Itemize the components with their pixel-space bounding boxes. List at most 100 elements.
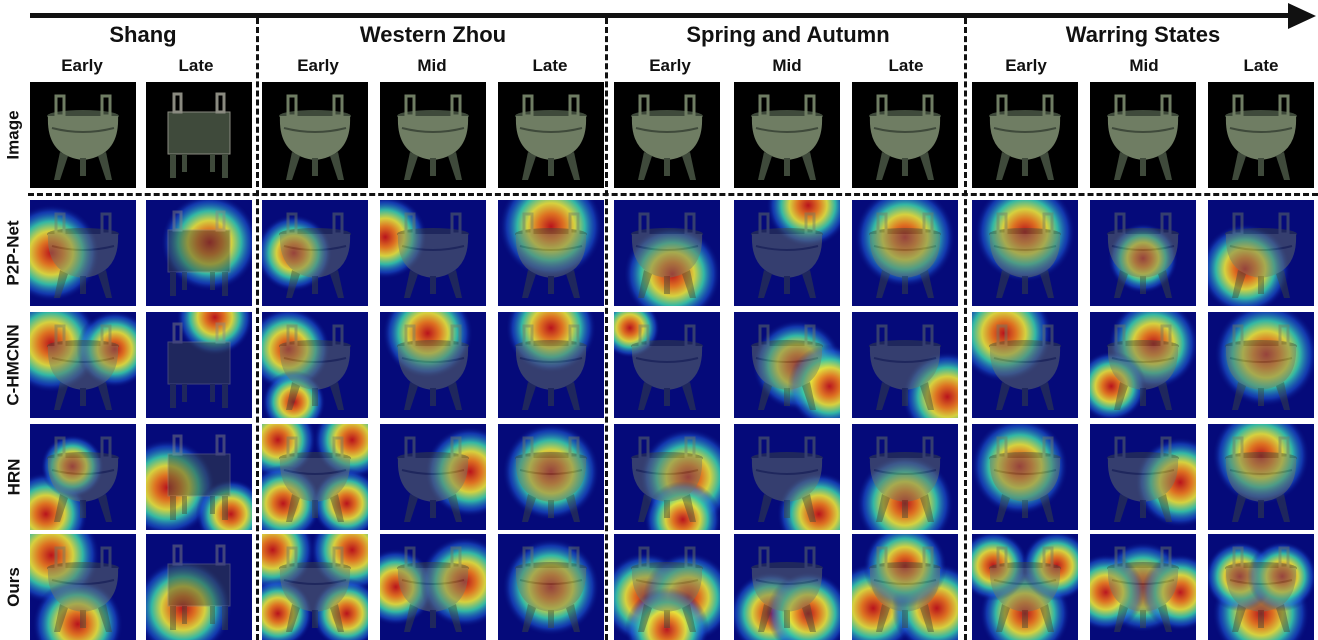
attention-heatmap (972, 534, 1078, 640)
attention-hotspot (424, 426, 486, 517)
attention-hotspot (1212, 424, 1310, 505)
row-label-p2p-net: P2P-Net (4, 220, 23, 286)
attention-hotspot (502, 424, 600, 521)
attention-hotspot (262, 214, 333, 292)
attention-heatmap (852, 534, 958, 640)
attention-hotspot (380, 548, 435, 626)
bronze-vessel-image (614, 82, 720, 188)
period-title-western-zhou: Western Zhou (359, 22, 507, 47)
attention-hotspot (262, 370, 326, 418)
attention-heatmap (498, 534, 604, 640)
row-label-c-hmcnn: C-HMCNN (4, 324, 23, 406)
attention-heatmap (1208, 424, 1314, 530)
phase-label: Early (1005, 56, 1047, 75)
attention-heatmap (380, 424, 486, 530)
period-divider (256, 18, 259, 640)
attention-heatmap (852, 200, 958, 306)
bronze-vessel-image (1090, 82, 1196, 188)
attention-hotspot (902, 351, 958, 418)
phase-label: Early (649, 56, 691, 75)
attention-heatmap (734, 312, 840, 418)
attention-heatmap (1208, 534, 1314, 640)
phase-label: Mid (1129, 56, 1159, 75)
attention-hotspot (502, 538, 600, 636)
attention-heatmap (1208, 200, 1314, 306)
bronze-vessel-image (262, 82, 368, 188)
attention-hotspot (40, 434, 104, 498)
period-title-warring-states: Warring States (1065, 22, 1221, 47)
attention-heatmap (972, 312, 1078, 418)
attention-hotspot (176, 312, 252, 356)
attention-hotspot (505, 312, 597, 374)
bronze-vessel-image (380, 82, 486, 188)
period-divider (964, 18, 967, 640)
attention-heatmap (380, 200, 486, 306)
attention-hotspot (382, 312, 473, 379)
attention-heatmap (972, 200, 1078, 306)
bronze-vessel-image (498, 82, 604, 188)
attention-hotspot (777, 472, 840, 530)
row-label-ours: Ours (4, 567, 23, 607)
phase-label: Mid (772, 56, 802, 75)
attention-heatmap (498, 312, 604, 418)
attention-heatmap (852, 424, 958, 530)
attention-hotspot (262, 578, 313, 640)
attention-heatmap (262, 534, 368, 640)
phase-label: Late (1243, 56, 1279, 75)
phase-label: Late (532, 56, 568, 75)
attention-hotspot (146, 559, 232, 640)
attention-hotspot (787, 344, 840, 418)
attention-heatmap (146, 424, 252, 530)
attention-heatmap (614, 534, 720, 640)
attention-hotspot (1247, 541, 1314, 612)
attention-hotspot (1090, 553, 1145, 631)
attention-hotspot (262, 424, 317, 479)
attention-hotspot (854, 200, 956, 288)
attention-heatmap (262, 200, 368, 306)
attention-hotspot (311, 468, 368, 530)
attention-hotspot (30, 204, 100, 302)
attention-heatmap (1090, 424, 1196, 530)
attention-hotspot (863, 534, 947, 608)
period-divider (605, 18, 608, 640)
attention-hotspot (1021, 534, 1078, 601)
attention-heatmap (30, 200, 136, 306)
attention-hotspot (1108, 223, 1178, 294)
attention-hotspot (32, 578, 123, 640)
phase-label: Late (888, 56, 924, 75)
attention-heatmap (734, 200, 840, 306)
attention-heatmap (30, 424, 136, 530)
phase-label: Early (297, 56, 339, 75)
phase-label: Mid (417, 56, 447, 75)
attention-hotspot (614, 312, 660, 358)
bronze-vessel-image (1208, 82, 1314, 188)
attention-heatmap (734, 534, 840, 640)
attention-hotspot (625, 587, 709, 640)
bronze-vessel-image (852, 82, 958, 188)
attention-heatmap (1090, 312, 1196, 418)
row-label-hrn: HRN (4, 458, 23, 496)
attention-heatmap (614, 424, 720, 530)
attention-hotspot (310, 534, 368, 592)
attention-hotspot (766, 200, 840, 248)
attention-hotspot (1134, 437, 1196, 528)
attention-hotspot (311, 578, 368, 640)
phase-label: Late (178, 56, 214, 75)
attention-heatmap (734, 424, 840, 530)
attention-hotspot (1090, 351, 1147, 418)
row-label-image: Image (4, 110, 24, 160)
attention-heatmap (852, 312, 958, 418)
attention-heatmap (380, 534, 486, 640)
attention-hotspot (262, 465, 322, 530)
attention-hotspot (313, 424, 368, 479)
period-title-spring-and-autumn: Spring and Autumn (686, 22, 890, 47)
attention-hotspot (262, 312, 331, 391)
attention-heatmap (380, 312, 486, 418)
attention-heatmap (146, 534, 252, 640)
attention-hotspot (380, 200, 428, 279)
attention-hotspot (161, 200, 252, 291)
attention-heatmap (30, 534, 136, 640)
attention-hotspot (419, 536, 486, 627)
attention-heatmap (146, 200, 252, 306)
attention-heatmap (498, 424, 604, 530)
